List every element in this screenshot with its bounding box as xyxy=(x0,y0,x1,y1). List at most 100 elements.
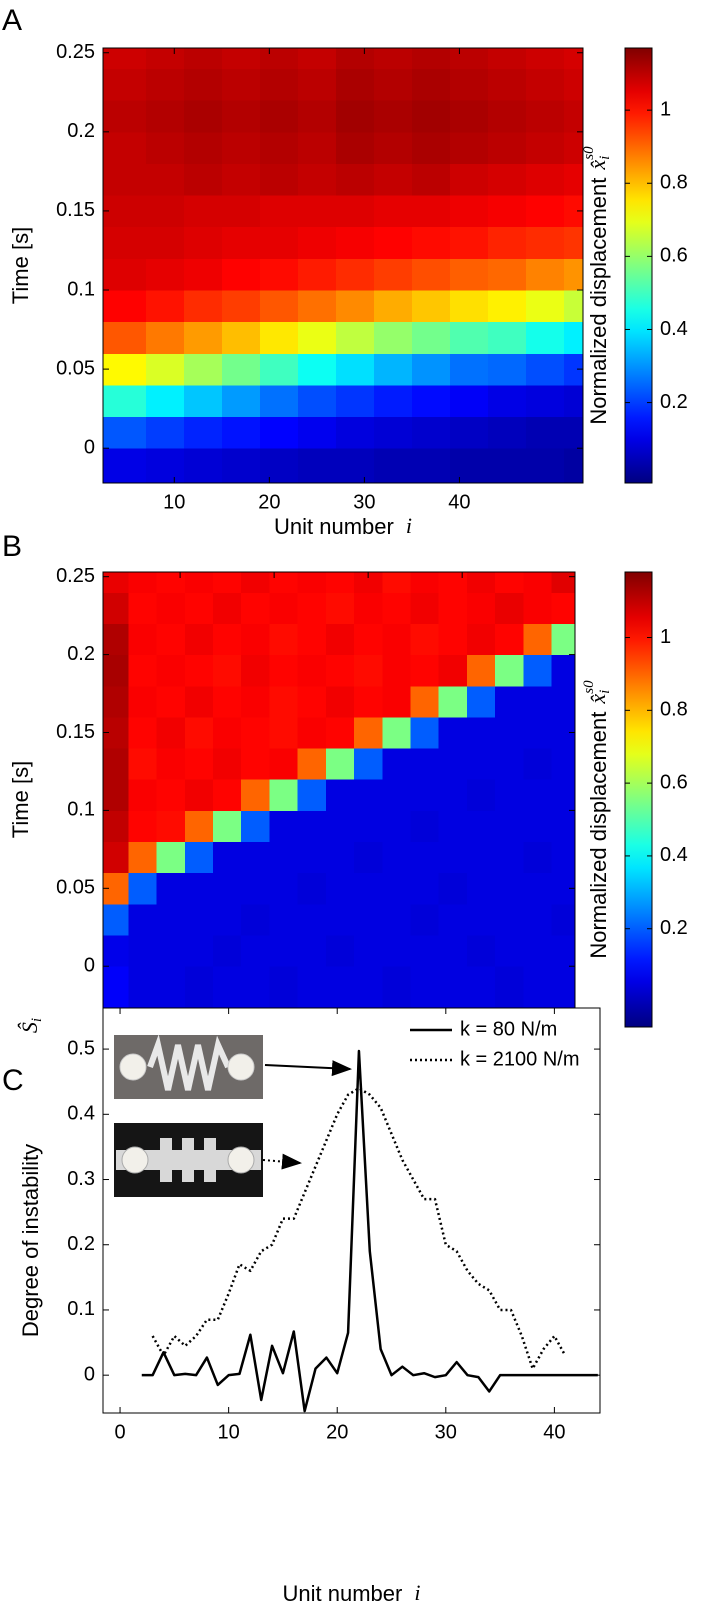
heat-cell xyxy=(156,716,186,749)
y-tick-label: 0.25 xyxy=(56,565,95,587)
heat-cell xyxy=(523,716,552,749)
heat-cell xyxy=(382,716,411,749)
heat-cell xyxy=(184,623,214,656)
heat-cell xyxy=(184,779,214,811)
heat-cell xyxy=(221,321,261,354)
heat-cell xyxy=(523,841,552,874)
heat-cell xyxy=(438,685,468,718)
heat-cell xyxy=(373,384,413,418)
heat-cell xyxy=(495,685,524,718)
heat-cell xyxy=(297,290,337,323)
heat-cell xyxy=(259,131,299,164)
heat-cell xyxy=(145,195,185,228)
heat-cell xyxy=(411,100,451,133)
heat-cell xyxy=(525,163,565,196)
heat-cell xyxy=(438,872,468,905)
heat-cell xyxy=(297,226,337,259)
heat-cell xyxy=(297,872,327,905)
heat-cell xyxy=(103,258,147,291)
heat-cell xyxy=(297,163,337,196)
heat-cell xyxy=(103,935,129,967)
heat-cell xyxy=(495,903,524,936)
heat-cell xyxy=(466,592,496,624)
heat-cell xyxy=(373,353,413,386)
heat-cell xyxy=(241,623,270,656)
heat-cell xyxy=(382,685,411,718)
heat-cell xyxy=(438,654,468,687)
heat-cell xyxy=(128,716,158,749)
beam xyxy=(204,1138,216,1182)
heat-cell xyxy=(297,903,327,936)
heat-cell xyxy=(241,779,270,811)
colorbar-math-sub: i xyxy=(597,156,613,160)
heat-cell xyxy=(449,448,489,484)
heat-cell xyxy=(183,163,223,196)
heat-cell xyxy=(410,841,440,874)
heat-cell xyxy=(145,384,185,418)
y-tick-label: 0.05 xyxy=(56,357,95,379)
heat-cell xyxy=(466,716,496,749)
heat-cell xyxy=(335,163,375,196)
heat-cell xyxy=(449,353,489,386)
heat-cell xyxy=(525,448,565,484)
heat-cell xyxy=(551,654,576,687)
heat-cell xyxy=(354,872,383,905)
inset-photos xyxy=(114,1034,352,1197)
x-axis-label-math: i xyxy=(406,513,412,538)
y-math-base: Ŝ xyxy=(17,1022,42,1033)
heat-cell xyxy=(373,131,413,164)
heat-cell xyxy=(438,903,468,936)
heat-cell xyxy=(183,68,223,101)
heat-cell xyxy=(563,384,584,418)
bead xyxy=(227,1146,255,1174)
x-tick-label: 40 xyxy=(543,1421,565,1443)
y-tick-label: 0.15 xyxy=(56,199,95,221)
heat-cell xyxy=(438,841,468,874)
legend-label: k = 80 N/m xyxy=(460,1018,557,1040)
heat-cell xyxy=(487,258,527,291)
heat-cell xyxy=(297,841,327,874)
heat-cell xyxy=(354,935,383,967)
heat-cell xyxy=(382,654,411,687)
panel-label: B xyxy=(2,530,22,563)
heat-cell xyxy=(438,748,468,780)
heat-cell xyxy=(156,903,186,936)
heat-cell xyxy=(523,572,552,593)
heat-cell xyxy=(438,623,468,656)
heat-cell xyxy=(466,872,496,905)
colorbar-tick-label: 0.6 xyxy=(660,245,688,267)
heat-cell xyxy=(103,779,129,811)
colorbar-math-sup: s0 xyxy=(581,146,597,160)
heat-cell xyxy=(335,258,375,291)
y-tick-label: 0.25 xyxy=(56,41,95,63)
x-tick-label: 10 xyxy=(218,1421,240,1443)
heat-cell xyxy=(156,841,186,874)
heat-cell xyxy=(297,935,327,967)
heat-cell xyxy=(354,654,383,687)
y-tick-label: 0.2 xyxy=(67,120,95,142)
heat-cell xyxy=(103,131,147,164)
heat-cell xyxy=(354,716,383,749)
heat-cell xyxy=(156,779,186,811)
heat-cell xyxy=(411,258,451,291)
heat-cell xyxy=(325,810,355,843)
heat-cell xyxy=(325,779,355,811)
y-tick-label: 0.2 xyxy=(67,643,95,665)
heat-cell xyxy=(128,654,158,687)
x-axis-label-text: Unit number xyxy=(283,1581,403,1606)
heat-cell xyxy=(551,748,576,780)
heat-cell xyxy=(495,716,524,749)
heat-cell xyxy=(411,131,451,164)
heat-cell xyxy=(449,195,489,228)
colorbar-tick-label: 0.2 xyxy=(660,917,688,939)
heat-cell xyxy=(411,384,451,418)
heat-cell xyxy=(373,448,413,484)
heat-cell xyxy=(325,572,355,593)
heatmap xyxy=(103,48,584,484)
y-tick-label: 0 xyxy=(84,436,95,458)
y-tick-label: 0 xyxy=(84,955,95,977)
heat-cell xyxy=(145,131,185,164)
heat-cell xyxy=(184,903,214,936)
heat-cell xyxy=(438,810,468,843)
heat-cell xyxy=(373,195,413,228)
